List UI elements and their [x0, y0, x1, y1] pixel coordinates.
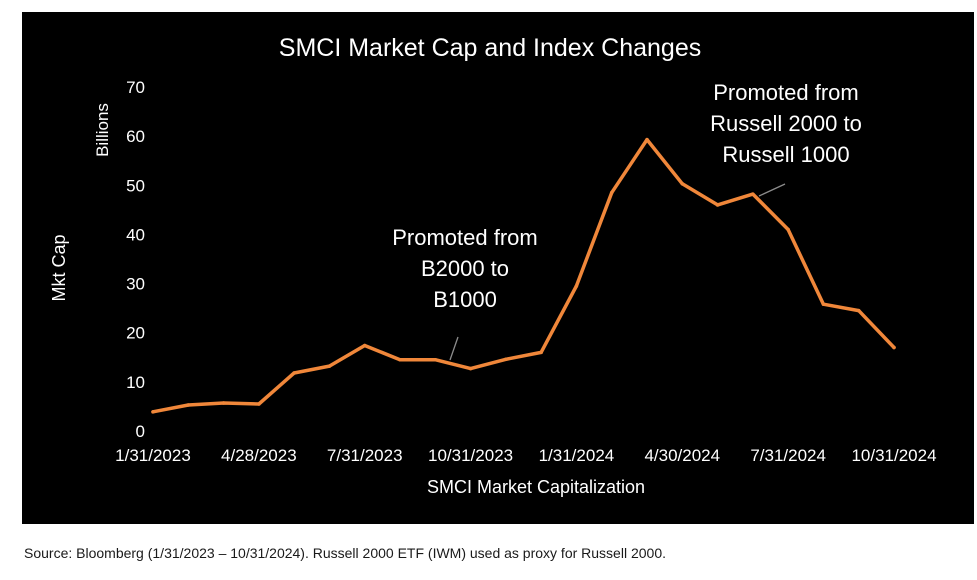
annotation-text: Promoted from — [392, 225, 538, 250]
data-point — [504, 357, 508, 362]
chart-title: SMCI Market Cap and Index Changes — [279, 34, 701, 62]
y-tick-label: 60 — [126, 127, 145, 146]
annotation-text: Russell 2000 to — [710, 111, 862, 136]
y-tick-label: 30 — [126, 275, 145, 294]
y-unit-label: Billions — [93, 103, 112, 157]
data-point — [821, 302, 826, 306]
data-point — [680, 182, 685, 186]
data-point — [398, 357, 402, 362]
annotation-leader-line — [758, 183, 786, 197]
x-axis-label: SMCI Market Capitalization — [427, 477, 645, 497]
x-tick-label: 10/31/2024 — [851, 446, 936, 465]
data-point — [715, 203, 720, 207]
data-point — [609, 190, 614, 195]
market-cap-chart: SMCI Market Cap and Index Changes Billio… — [49, 34, 937, 497]
source-note: Source: Bloomberg (1/31/2023 – 10/31/202… — [24, 545, 666, 561]
x-tick-labels: 1/31/2023 4/28/2023 7/31/2023 10/31/2023 1/3… — [115, 446, 936, 465]
y-tick-label: 70 — [126, 78, 145, 97]
y-tick-label: 40 — [126, 225, 145, 244]
data-point — [892, 345, 896, 350]
data-point — [327, 364, 332, 368]
annotation-leader-line — [449, 336, 459, 361]
data-point — [539, 350, 543, 355]
annotation-text: Russell 1000 — [722, 142, 849, 167]
series-line — [151, 137, 896, 414]
data-point — [292, 371, 296, 375]
data-point — [257, 402, 261, 406]
x-tick-label: 1/31/2024 — [539, 446, 615, 465]
x-tick-label: 7/31/2024 — [750, 446, 826, 465]
series-group — [151, 137, 896, 414]
data-point — [751, 192, 755, 196]
data-point — [574, 284, 579, 288]
x-tick-label: 7/31/2023 — [327, 446, 403, 465]
annotation-text: Promoted from — [713, 80, 859, 105]
data-point — [221, 401, 226, 405]
chart-panel: SMCI Market Cap and Index Changes Billio… — [22, 12, 974, 524]
data-point — [856, 308, 861, 313]
y-tick-label: 10 — [126, 373, 145, 392]
annotation-text: B2000 to — [421, 256, 509, 281]
x-tick-label: 1/31/2023 — [115, 446, 191, 465]
data-point — [468, 366, 473, 371]
y-tick-labels: 0 10 20 30 40 50 60 70 — [126, 78, 145, 441]
data-point — [786, 227, 790, 232]
annotations: Promoted from B2000 to B1000 Promoted from R… — [392, 80, 862, 361]
y-axis-label: Mkt Cap — [49, 234, 69, 301]
y-tick-label: 50 — [126, 176, 145, 195]
data-point — [362, 343, 367, 348]
y-tick-label: 0 — [136, 422, 145, 441]
x-tick-label: 4/28/2023 — [221, 446, 297, 465]
data-point — [151, 410, 155, 414]
data-point — [433, 357, 438, 362]
x-tick-label: 10/31/2023 — [428, 446, 513, 465]
annotation-text: B1000 — [433, 287, 497, 312]
x-tick-label: 4/30/2024 — [644, 446, 720, 465]
data-point — [186, 403, 191, 407]
data-point — [645, 137, 649, 142]
y-tick-label: 20 — [126, 324, 145, 343]
